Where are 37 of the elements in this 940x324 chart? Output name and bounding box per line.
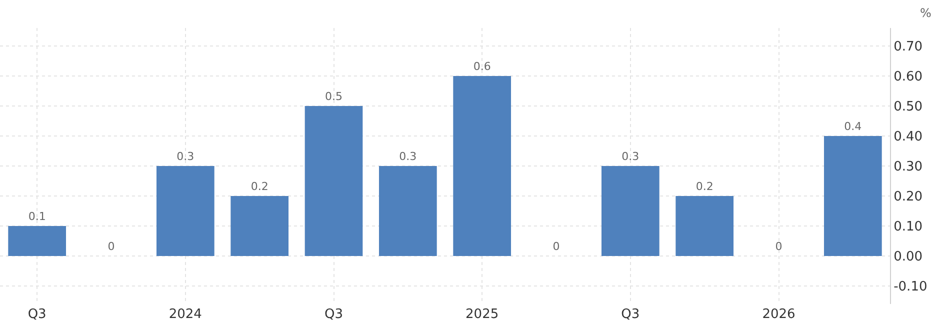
- data-label: 0.1: [28, 210, 46, 223]
- data-label: 0.3: [176, 150, 194, 163]
- y-tick-label: 0.00: [894, 250, 923, 265]
- data-label: 0.3: [399, 150, 417, 163]
- bar: [230, 196, 289, 256]
- data-label: 0.3: [622, 150, 640, 163]
- data-label: 0.5: [325, 90, 342, 103]
- bar: [8, 226, 66, 256]
- bar: [156, 166, 214, 256]
- data-label: 0.6: [473, 60, 491, 73]
- y-tick-label: -0.10: [894, 280, 928, 295]
- bar: [601, 166, 660, 256]
- bar: [304, 106, 363, 256]
- data-label: 0.4: [844, 120, 862, 133]
- bar: [676, 196, 734, 256]
- x-tick-label: Q3: [28, 307, 46, 322]
- y-tick-label: 0.60: [894, 70, 923, 85]
- x-tick-label: Q3: [324, 307, 344, 322]
- y-tick-label: 0.20: [894, 190, 923, 205]
- y-tick-label: 0.30: [894, 160, 923, 175]
- bar: [824, 136, 882, 256]
- data-label: 0: [108, 240, 115, 253]
- x-tick-label: Q3: [621, 307, 640, 322]
- x-tick-label: 2025: [466, 307, 499, 322]
- data-label: 0.2: [696, 180, 714, 193]
- bar: [378, 166, 437, 256]
- data-label: 0.2: [250, 180, 268, 193]
- y-axis-title: %: [920, 6, 932, 20]
- y-tick-label: 0.70: [894, 40, 923, 55]
- y-tick-label: 0.10: [894, 220, 923, 235]
- bar: [453, 76, 512, 256]
- data-label: 0: [552, 240, 560, 253]
- y-tick-label: 0.50: [894, 100, 923, 115]
- data-label: 0: [775, 240, 782, 253]
- x-tick-label: 2026: [762, 307, 796, 322]
- x-tick-label: 2024: [168, 307, 202, 322]
- y-tick-label: 0.40: [894, 130, 923, 145]
